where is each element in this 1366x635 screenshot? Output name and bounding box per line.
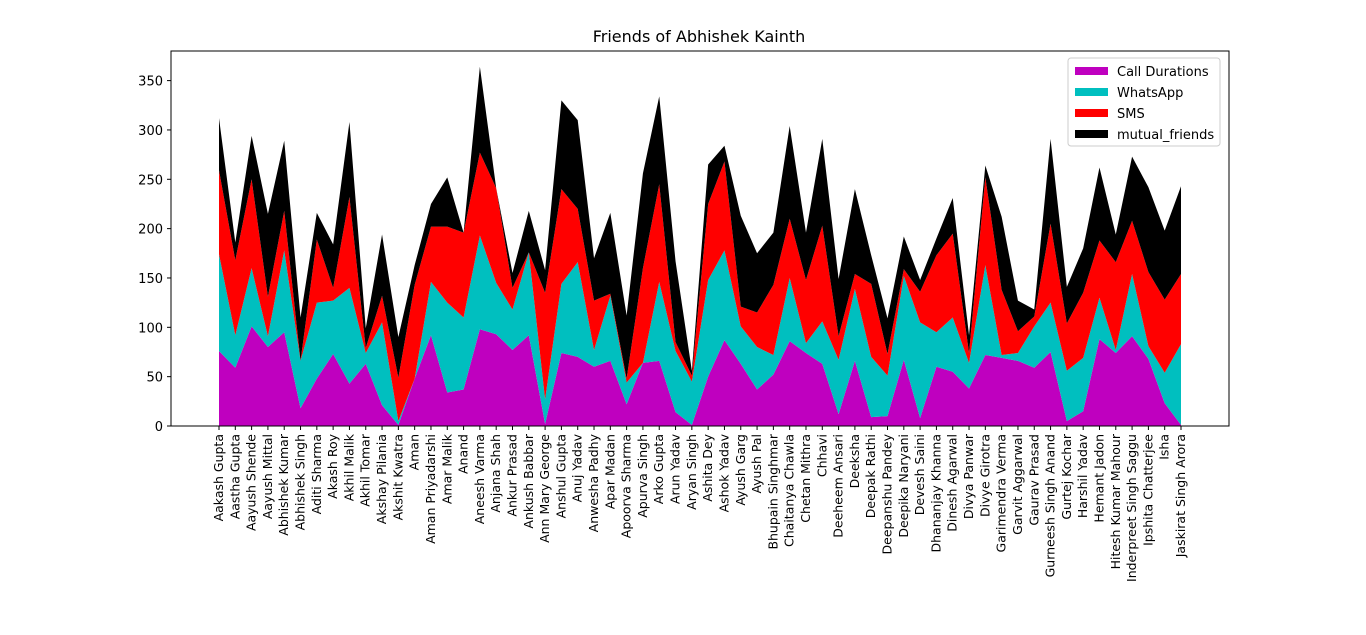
- x-tick-label: Hemant Jadon: [1091, 434, 1106, 523]
- x-tick-label: Chaitanya Chawla: [782, 434, 797, 547]
- y-tick-label: 200: [138, 223, 163, 238]
- x-tick-label: Gaurav Prasad: [1026, 434, 1041, 526]
- y-tick-label: 300: [138, 124, 163, 139]
- legend-swatch: [1075, 67, 1108, 75]
- x-tick-label: Anshul Gupta: [553, 434, 568, 518]
- chart-title: Friends of Abhishek Kainth: [593, 27, 806, 46]
- y-axis: 0 50 100 150 200 250 300 350: [138, 75, 171, 435]
- x-tick-label: Ashita Dey: [700, 433, 715, 501]
- x-axis: Aakash Gupta Aastha Gupta Aayush Shende Aay…: [211, 426, 1188, 582]
- x-tick-label: Divya Panwar: [961, 433, 976, 519]
- legend-swatch: [1075, 88, 1108, 96]
- plot-frame: [170, 50, 1230, 427]
- x-tick-label: Isha: [1157, 434, 1172, 460]
- legend: Call Durations WhatsApp SMS mutual_friends: [1067, 57, 1221, 147]
- x-tick-label: Ipshita Chatterjee: [1140, 434, 1155, 546]
- x-tick-label: Deepika Naryani: [896, 434, 911, 538]
- x-tick-label: Ayush Pal: [749, 434, 764, 494]
- x-tick-label: Garvit Aggarwal: [1010, 434, 1025, 535]
- x-tick-label: Chhavi: [814, 434, 829, 477]
- x-tick-label: Anwesha Padhy: [586, 433, 601, 532]
- x-tick-label: Apoorva Sharma: [619, 434, 634, 538]
- area-series-0: [219, 326, 1181, 426]
- x-tick-label: Aman: [407, 434, 422, 470]
- x-tick-label: Arun Yadav: [668, 433, 683, 504]
- x-tick-label: Akshay Pilania: [374, 434, 389, 524]
- x-tick-label: Ankur Prasad: [504, 434, 519, 517]
- area-series-group: [219, 66, 1181, 426]
- y-tick-label: 150: [138, 272, 163, 287]
- x-tick-label: Chetan Mithra: [798, 434, 813, 523]
- legend-swatch: [1075, 109, 1108, 117]
- x-tick-label: Bhupain Singhmar: [765, 433, 780, 549]
- y-tick-label: 250: [138, 173, 163, 188]
- x-tick-label: Gurneesh Singh Anand: [1043, 434, 1058, 577]
- x-tick-label: Divye Girotra: [977, 434, 992, 517]
- legend-label: WhatsApp: [1117, 86, 1183, 101]
- x-tick-label: Akash Roy: [325, 433, 340, 498]
- x-tick-label: Gurtej Kochar: [1059, 433, 1074, 519]
- x-tick-label: Anuj Yadav: [570, 433, 585, 502]
- x-tick-label: Arko Gupta: [651, 434, 666, 504]
- x-tick-label: Aman Priyadarshi: [423, 434, 438, 544]
- x-tick-label: Deeksha: [847, 434, 862, 488]
- y-tick-label: 0: [155, 420, 163, 435]
- legend-swatch: [1075, 130, 1108, 138]
- y-tick-label: 350: [138, 75, 163, 90]
- legend-label: mutual_friends: [1117, 128, 1214, 143]
- x-tick-label: Dhananjay Khanna: [928, 434, 943, 553]
- x-tick-label: Aryan Singh: [684, 434, 699, 510]
- x-tick-label: Deeheem Ansari: [831, 434, 846, 538]
- x-tick-label: Aneesh Varma: [472, 434, 487, 524]
- x-tick-label: Jaskirat Singh Arora: [1173, 434, 1188, 558]
- x-tick-label: Ann Mary George: [537, 434, 552, 543]
- x-tick-label: Aastha Gupta: [227, 434, 242, 519]
- x-tick-label: Deepanshu Pandey: [880, 433, 895, 554]
- x-tick-label: Aayush Shende: [244, 434, 259, 531]
- x-tick-label: Dinesh Agarwal: [945, 434, 960, 532]
- x-tick-label: Aayush Mittal: [260, 434, 275, 519]
- x-tick-label: Amar Malik: [439, 433, 454, 504]
- x-tick-label: Garimendra Verma: [994, 434, 1009, 552]
- x-tick-label: Ashok Yadav: [716, 433, 731, 512]
- x-tick-label: Akhil Tomar: [358, 433, 373, 507]
- x-tick-label: Anjana Shah: [488, 434, 503, 513]
- area-series-1: [219, 235, 1181, 426]
- legend-label: Call Durations: [1117, 65, 1209, 80]
- x-tick-label: Apurva Singh: [635, 434, 650, 518]
- x-tick-label: Hitesh Kumar Mahour: [1108, 433, 1123, 569]
- legend-box: [1067, 57, 1221, 147]
- x-tick-label: Apar Madan: [602, 434, 617, 509]
- x-tick-label: Ayush Garg: [733, 434, 748, 506]
- x-tick-label: Abhishek Singh: [293, 434, 308, 530]
- x-tick-label: Aditi Sharma: [309, 434, 324, 514]
- x-tick-label: Harshil Yadav: [1075, 433, 1090, 518]
- y-tick-label: 50: [146, 371, 163, 386]
- x-tick-label: Akshit Kwatra: [390, 434, 405, 520]
- x-tick-label: Ankush Babbar: [521, 433, 536, 528]
- x-tick-label: Abhishek Kumar: [276, 433, 291, 536]
- x-tick-label: Akhil Malik: [341, 433, 356, 501]
- x-tick-label: Inderpreet Singh Saggu: [1124, 434, 1139, 582]
- legend-label: SMS: [1117, 107, 1145, 122]
- x-tick-label: Devesh Saini: [912, 434, 927, 515]
- x-tick-label: Deepak Rathi: [863, 434, 878, 518]
- x-tick-label: Anand: [456, 434, 471, 474]
- y-tick-label: 100: [138, 321, 163, 336]
- x-tick-label: Aakash Gupta: [211, 434, 226, 521]
